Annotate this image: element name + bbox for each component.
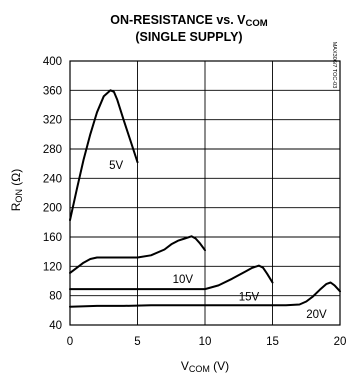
- curve-label-10v: 10V: [173, 274, 194, 286]
- y-tick-label: 120: [43, 261, 62, 273]
- y-tick-label: 280: [43, 144, 62, 156]
- grid-lines: [70, 61, 340, 325]
- series-line-20v: [69, 281, 341, 308]
- y-tick-label: 40: [49, 320, 62, 332]
- chart-title-main: ON-RESISTANCE vs. V: [110, 13, 246, 27]
- plot-frame: [69, 60, 341, 326]
- series-line-15v: [69, 264, 274, 291]
- chart-subtitle: (SINGLE SUPPLY): [135, 30, 242, 44]
- x-tick-label: 15: [266, 336, 279, 348]
- y-tick-label: 400: [43, 56, 62, 68]
- x-axis-label-sub: COM: [189, 364, 210, 374]
- curve-label-5v: 5V: [109, 160, 123, 172]
- y-tick-label: 200: [43, 203, 62, 215]
- x-tick-label: 10: [199, 336, 212, 348]
- y-tick-labels: 40 80 120 160 200 240 280 320 360 400: [43, 56, 62, 332]
- curve-label-15v: 15V: [239, 291, 260, 303]
- curve-label-20v: 20V: [306, 309, 327, 321]
- y-tick-label: 80: [49, 291, 62, 303]
- y-axis-label-sub: ON: [14, 189, 24, 203]
- y-axis-label-unit: (Ω): [9, 169, 23, 189]
- x-tick-label: 20: [334, 336, 347, 348]
- chart-title-sub: COM: [246, 18, 268, 29]
- y-tick-label: 240: [43, 173, 62, 185]
- chart-title: ON-RESISTANCE vs. VCOM: [110, 13, 267, 29]
- x-axis-label: VCOM (V): [181, 359, 229, 374]
- y-tick-label: 320: [43, 115, 62, 127]
- series-line-5v: [69, 89, 139, 222]
- series-line-10v: [69, 235, 206, 274]
- y-tick-label: 160: [43, 232, 62, 244]
- figure-code: MAX306/7 TOC-03: [331, 42, 337, 89]
- x-tick-label: 0: [67, 336, 73, 348]
- y-axis-label-main: R: [9, 202, 23, 211]
- x-axis-label-unit: (V): [210, 359, 229, 373]
- y-tick-label: 360: [43, 85, 62, 97]
- y-axis-label: RON (Ω): [9, 169, 24, 211]
- x-tick-labels: 0 5 10 15 20: [67, 336, 347, 348]
- series-lines: [69, 89, 341, 308]
- curve-labels: 5V 10V 15V 20V: [109, 160, 327, 321]
- x-axis-label-main: V: [181, 359, 189, 373]
- x-tick-label: 5: [134, 336, 140, 348]
